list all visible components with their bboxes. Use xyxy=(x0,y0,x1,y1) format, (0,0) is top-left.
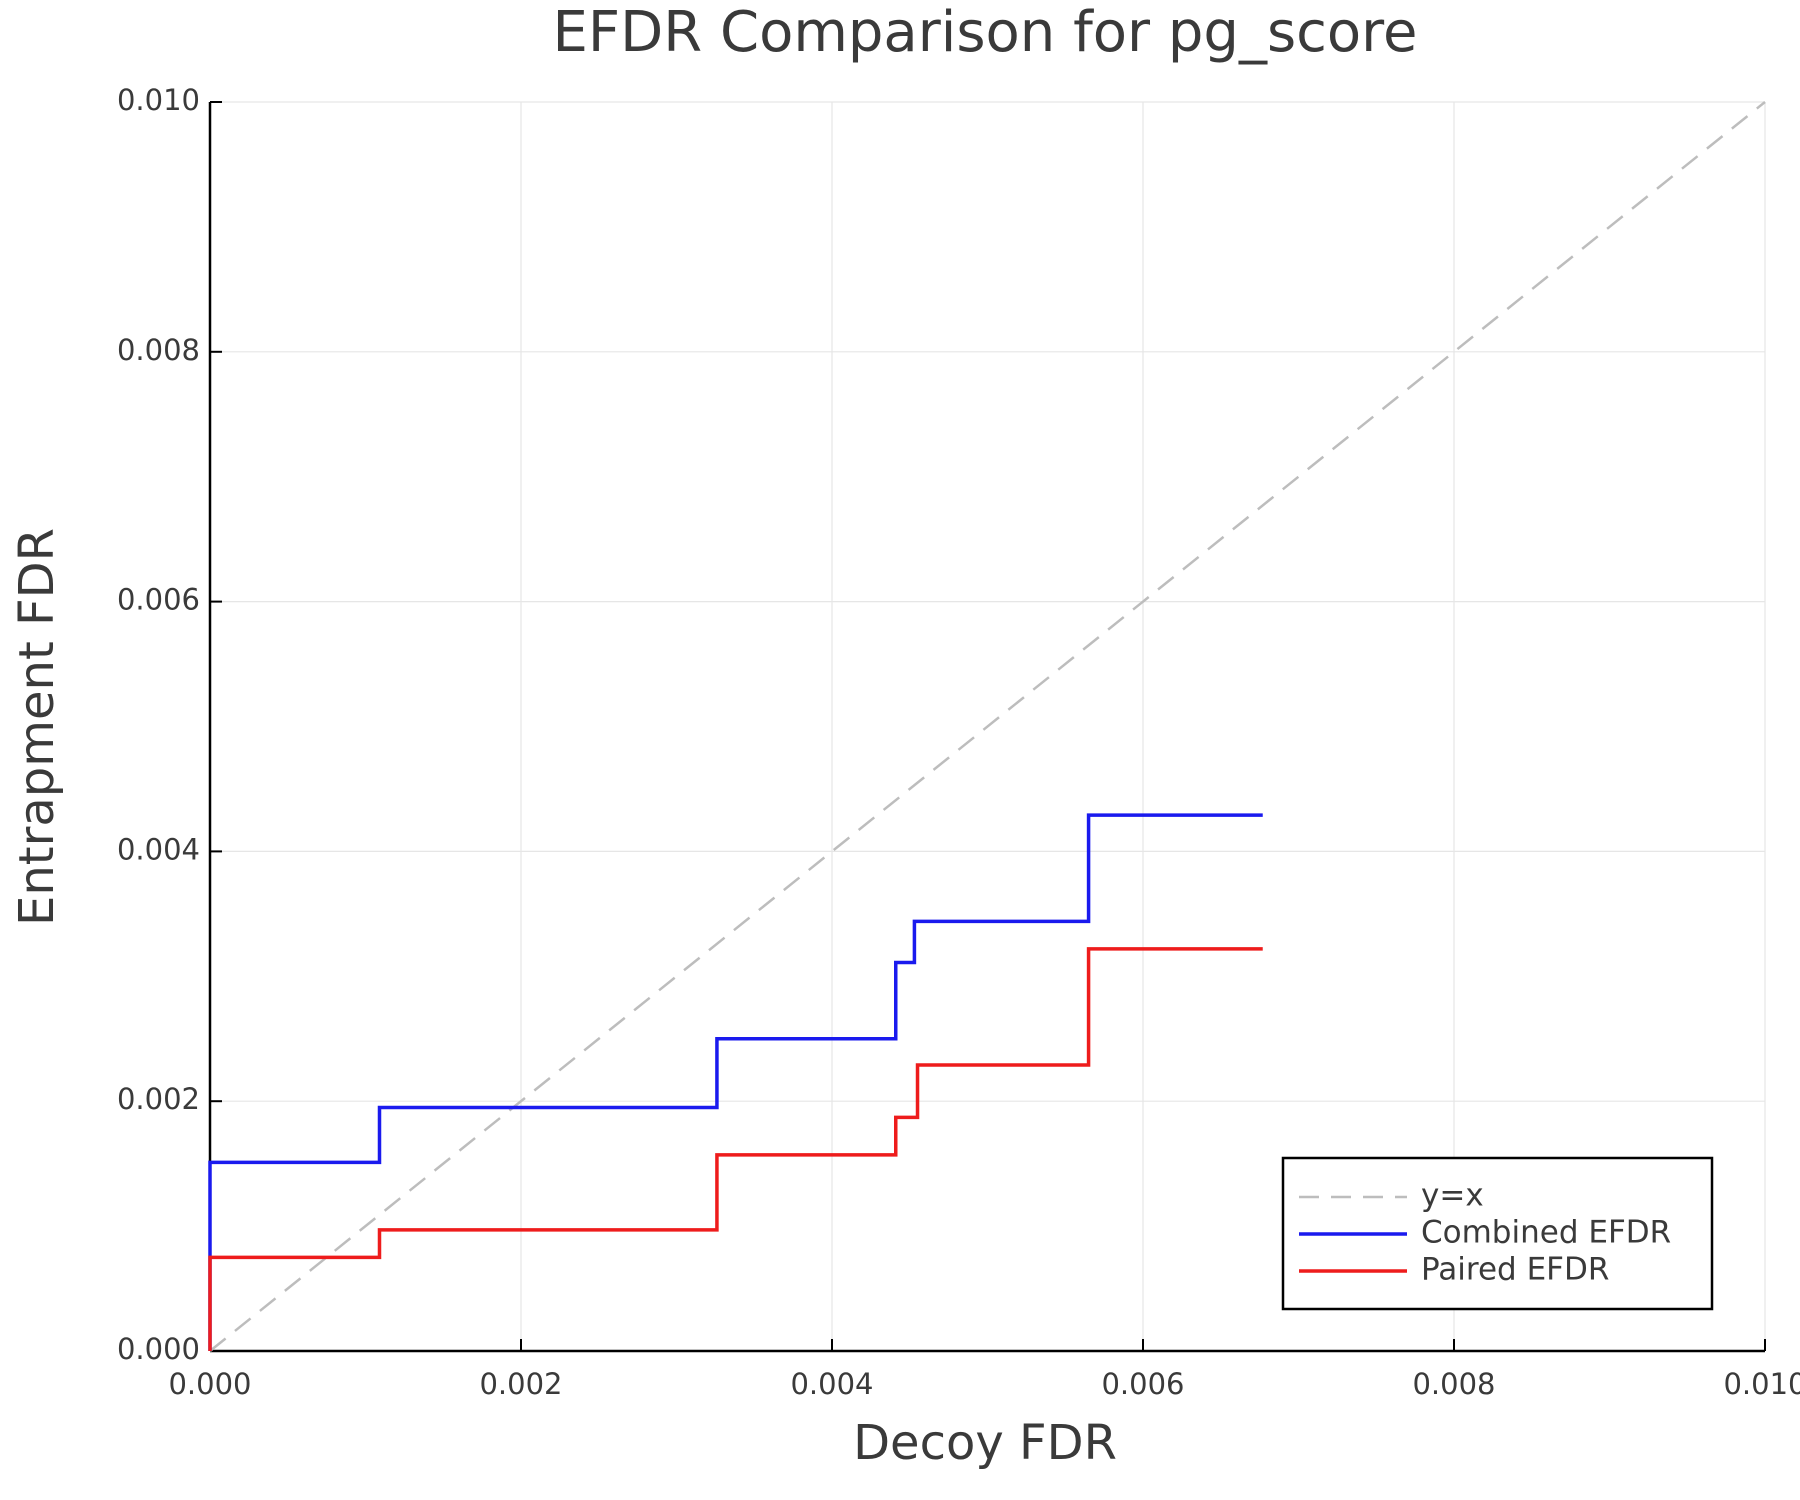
legend-label: y=x xyxy=(1421,1178,1484,1214)
chart-title: EFDR Comparison for pg_score xyxy=(553,0,1418,65)
y-axis-label: Entrapment FDR xyxy=(9,528,65,926)
x-tick-label: 0.010 xyxy=(1723,1367,1800,1401)
x-tick-label: 0.002 xyxy=(479,1367,562,1401)
legend-label: Paired EFDR xyxy=(1421,1252,1609,1288)
y-tick-label: 0.000 xyxy=(117,1332,200,1366)
x-tick-label: 0.000 xyxy=(168,1367,251,1401)
x-tick-label: 0.006 xyxy=(1101,1367,1184,1401)
series-line xyxy=(208,947,1263,1351)
x-axis-label: Decoy FDR xyxy=(853,1415,1117,1471)
y-tick-label: 0.004 xyxy=(117,832,200,866)
legend-label: Combined EFDR xyxy=(1421,1215,1671,1251)
series-line xyxy=(208,813,1263,1351)
x-tick-label: 0.008 xyxy=(1412,1367,1495,1401)
y-tick-label: 0.006 xyxy=(117,583,200,617)
x-tick-label: 0.004 xyxy=(790,1367,873,1401)
y-tick-label: 0.002 xyxy=(117,1082,200,1116)
y-tick-label: 0.010 xyxy=(117,83,200,117)
y-tick-label: 0.008 xyxy=(117,333,200,367)
series-line xyxy=(209,101,1766,1352)
